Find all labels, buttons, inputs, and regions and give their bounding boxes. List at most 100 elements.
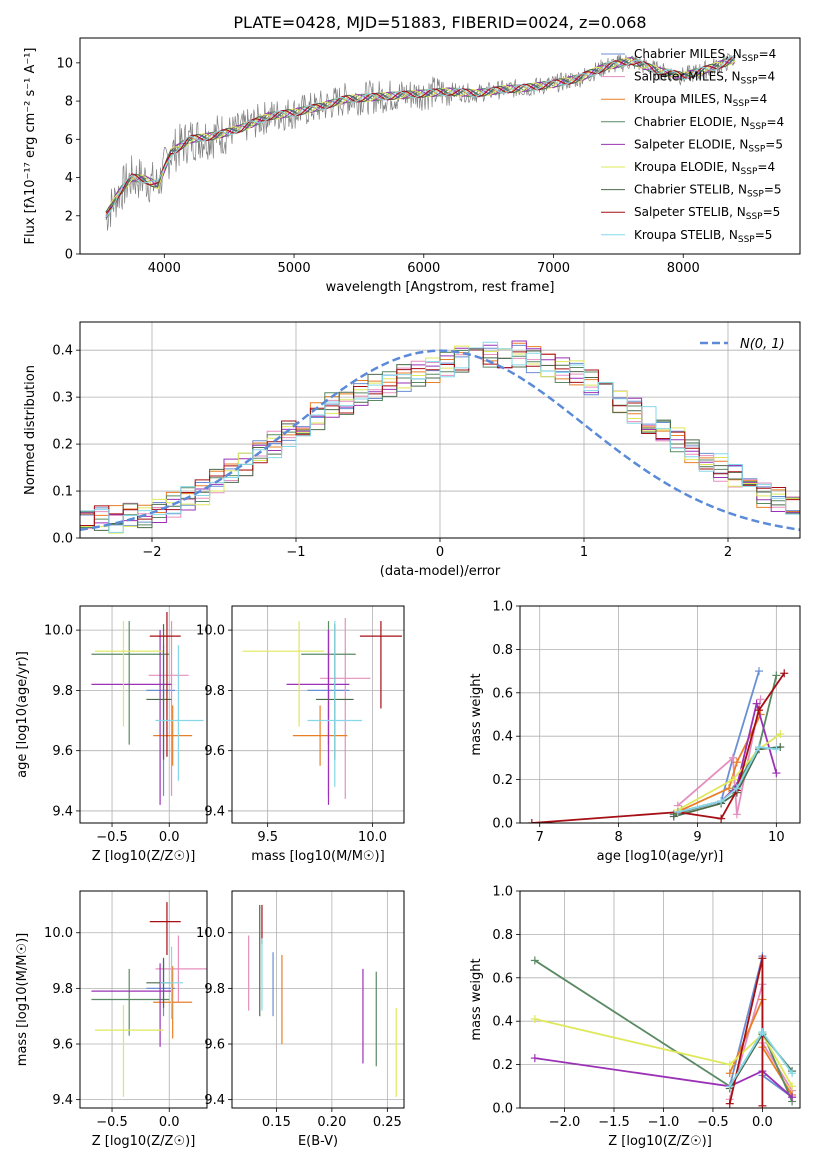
y-tick-label: 10.0 [196,926,225,941]
y-tick-label: 0.8 [492,928,513,943]
y-tick-label: 9.8 [52,982,73,997]
x-tick-label: 9.5 [257,830,278,845]
plot-area [80,340,800,538]
chart-mass_weight_vs_Z: −2.0 −1.5 −1.0 −0.5 0.0 0.0 0.2 0.4 0.6 0.8 1.0 Z [… [469,885,801,1149]
x-tick-label: −2 [142,545,161,560]
x-tick-label: −0.5 [697,1115,729,1130]
legend-entry: Salpeter ELODIE, NSSP=5 [634,137,783,154]
legend-entry: Salpeter STELIB, NSSP=5 [634,205,780,222]
x-tick-label: 0.0 [159,830,180,845]
y-tick-label: 2 [65,209,73,224]
plot-area [91,612,204,805]
x-tick-label: 10 [768,830,785,845]
y-tick-label: 1.0 [492,885,513,900]
weight-line [677,733,781,811]
y-axis-label: mass weight [469,958,484,1040]
y-tick-label: 10 [56,56,73,71]
spectrum-model-line [105,58,736,215]
legend-entry: Chabrier STELIB, NSSP=5 [634,183,782,200]
y-tick-label: 9.8 [52,684,73,699]
y-tick-label: 0.4 [52,344,73,359]
spectrum-model-line [105,56,736,218]
axes-frame [79,890,208,1109]
legend-entry: Chabrier MILES, NSSP=4 [634,47,776,64]
y-tick-label: 9.4 [52,804,73,819]
y-tick-label: 6 [65,133,73,148]
y-tick-label: 9.8 [204,982,225,997]
weight-line [677,699,762,815]
x-tick-label: 8 [614,830,622,845]
x-axis-label: (data-model)/error [380,564,501,579]
y-tick-label: 0.2 [52,438,73,453]
x-axis-label: wavelength [Angstrom, rest frame] [326,280,555,295]
y-tick-label: 9.4 [204,1093,225,1108]
y-tick-label: 9.6 [52,1038,73,1053]
chart-spectrum: 4000 5000 6000 7000 8000 0 2 4 6 8 10 Chabrier MILE… [23,37,801,295]
y-axis-label: mass [log10(M/M☉)] [15,933,30,1066]
axes-frame [519,605,801,824]
y-tick-label: 10.0 [196,624,225,639]
x-tick-label: 7000 [537,261,570,276]
y-tick-label: 10.0 [44,624,73,639]
y-tick-label: 0.4 [492,1015,513,1030]
figure-title: PLATE=0428, MJD=51883, FIBERID=0024, z=0… [233,13,646,32]
x-axis-label: mass [log10(M/M☉)] [251,849,384,864]
x-tick-label: 0.25 [373,1115,402,1130]
x-tick-label: −2.0 [549,1115,581,1130]
plot-area [530,952,797,1108]
axes-frame [79,605,208,824]
legend-entry: Salpeter MILES, NSSP=4 [634,70,775,87]
legend-entry: Kroupa ELODIE, NSSP=4 [634,160,775,177]
y-tick-label: 0 [65,248,73,263]
axes-frame [79,321,801,539]
y-tick-label: 4 [65,171,73,186]
x-tick-label: 9 [693,830,701,845]
plot-area [91,902,207,1097]
chart-residual_histogram: −2 −1 0 1 2 0.0 0.1 0.2 0.3 0.4 N(0, 1) (data-model… [23,321,801,579]
x-tick-label: 1 [580,545,588,560]
y-tick-label: 9.8 [204,684,225,699]
x-tick-label: 0.0 [159,1115,180,1130]
normal-curve [80,349,800,532]
y-tick-label: 0.0 [52,532,73,547]
y-tick-label: 9.4 [52,1093,73,1108]
plot-area [527,667,789,823]
y-tick-label: 0.0 [492,817,513,832]
legend-entry: Kroupa STELIB, NSSP=5 [634,228,772,245]
x-axis-label: Z [log10(Z/Z☉)] [608,1134,712,1149]
x-tick-label: 5000 [278,261,311,276]
x-tick-label: 7 [536,830,544,845]
spectrum-model-line [105,57,736,219]
x-tick-label: −1.5 [598,1115,630,1130]
chart-mass_weight_vs_age: 7 8 9 10 0.0 0.2 0.4 0.6 0.8 1.0 age [log10(age/yr… [469,600,801,864]
axes-frame [79,37,801,255]
axes-frame [231,605,405,824]
y-tick-label: 0.6 [492,686,513,701]
x-tick-label: 0 [436,545,444,560]
y-tick-label: 9.6 [204,1038,225,1053]
y-tick-label: 9.4 [204,804,225,819]
y-axis-label: Normed distribution [23,365,38,495]
y-tick-label: 0.6 [492,971,513,986]
y-tick-label: 0.2 [492,773,513,788]
x-axis-label: age [log10(age/yr)] [597,849,724,864]
y-tick-label: 8 [65,95,73,110]
y-tick-label: 9.6 [52,744,73,759]
chart-mass_vs_ebv: 0.15 0.20 0.25 9.4 9.6 9.8 10.0 E(B-V) [196,890,405,1149]
x-axis-label: Z [log10(Z/Z☉)] [92,1134,196,1149]
chart-age_vs_mass: 9.5 10.0 9.4 9.6 9.8 10.0 mass [log10(M/M☉)] [196,605,405,864]
y-tick-label: 0.3 [52,391,73,406]
y-tick-label: 1.0 [492,600,513,615]
y-tick-label: 10.0 [44,926,73,941]
plot-area [248,904,397,1097]
axes-frame [519,890,801,1109]
weight-line [534,1057,793,1098]
legend-entry: N(0, 1) [740,337,785,352]
x-tick-label: −1.0 [648,1115,680,1130]
y-tick-label: 0.4 [492,730,513,745]
x-tick-label: 0.20 [317,1115,346,1130]
y-tick-label: 0.2 [492,1058,513,1073]
chart-mass_vs_Z: −0.5 0.0 9.4 9.6 9.8 10.0 Z [log10(Z/Z☉)] mass … [15,890,208,1149]
plot-area [105,51,736,231]
